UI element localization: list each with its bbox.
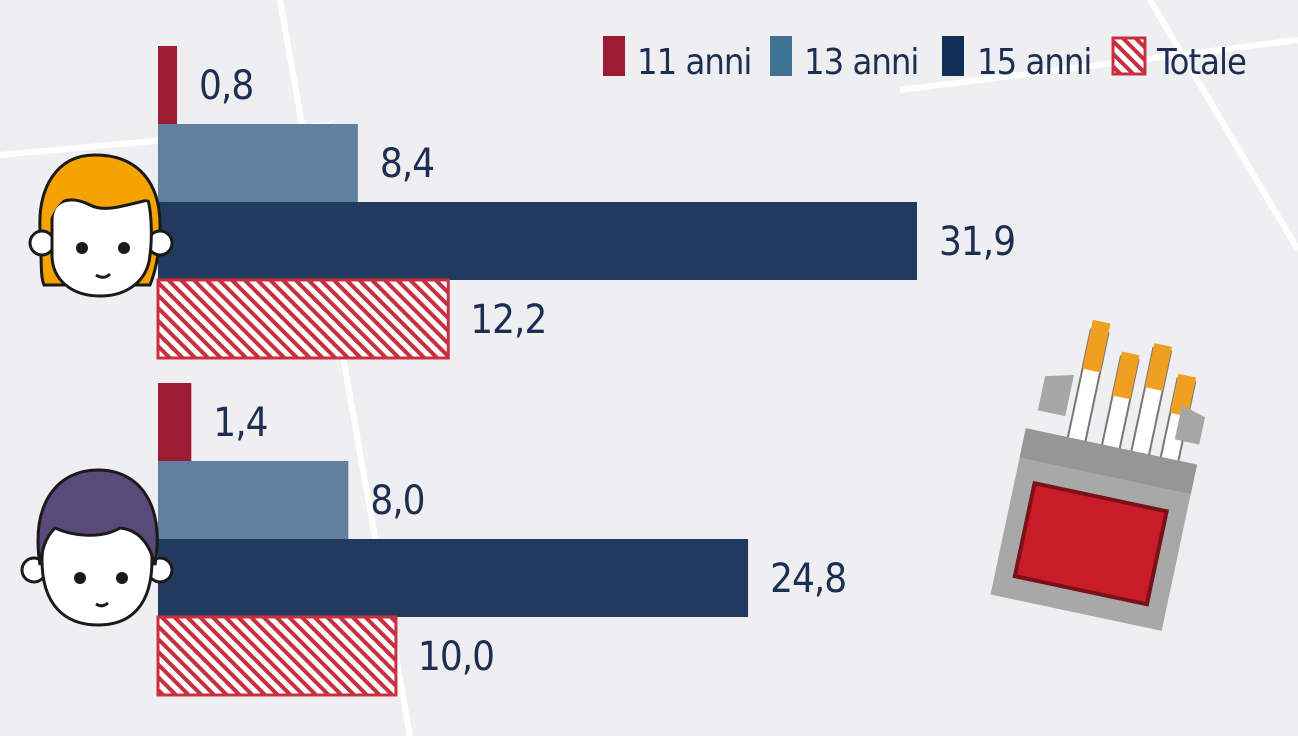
bar-15-anni-1 xyxy=(158,202,917,280)
bar-11-anni-1 xyxy=(158,46,178,124)
legend-swatch-11-anni xyxy=(603,36,625,76)
value-label-13-anni-1: 8,4 xyxy=(380,141,434,187)
value-label-11-anni-2: 1,4 xyxy=(213,400,267,446)
legend-swatch-totale xyxy=(1111,36,1147,76)
value-label-11-anni-1: 0,8 xyxy=(199,63,253,109)
bar-totale-2 xyxy=(156,615,398,697)
girl-face-icon xyxy=(28,153,174,298)
legend-label-totale: Totale xyxy=(1156,42,1246,83)
cigarette-pack-icon xyxy=(990,319,1206,631)
legend-item-13-anni: 13 anni xyxy=(770,36,919,83)
legend-label-13-anni: 13 anni xyxy=(804,42,918,83)
legend: 11 anni 13 anni 15 anni Totale xyxy=(603,36,1247,83)
bar-totale-1 xyxy=(156,278,450,360)
value-label-totale-1: 12,2 xyxy=(470,297,546,343)
bar-group-2: 1,4 8,0 24,8 10,0 xyxy=(156,383,847,697)
bar-15-anni-2 xyxy=(158,539,749,617)
legend-swatch-13-anni xyxy=(770,36,792,76)
legend-swatch-15-anni xyxy=(942,36,964,76)
value-label-15-anni-1: 31,9 xyxy=(939,219,1015,265)
value-label-15-anni-2: 24,8 xyxy=(770,556,846,602)
bar-11-anni-2 xyxy=(158,383,192,461)
value-label-13-anni-2: 8,0 xyxy=(370,478,424,524)
bar-group-1: 0,8 8,4 31,9 12,2 xyxy=(156,46,1016,360)
legend-label-11-anni: 11 anni xyxy=(637,42,751,83)
bar-13-anni-2 xyxy=(158,461,349,539)
legend-item-11-anni: 11 anni xyxy=(603,36,752,83)
legend-item-15-anni: 15 anni xyxy=(942,36,1092,83)
boy-face-icon xyxy=(20,468,174,627)
legend-label-15-anni: 15 anni xyxy=(977,42,1091,83)
value-label-totale-2: 10,0 xyxy=(418,634,494,680)
bar-13-anni-1 xyxy=(158,124,358,202)
legend-item-totale: Totale xyxy=(1111,36,1247,83)
